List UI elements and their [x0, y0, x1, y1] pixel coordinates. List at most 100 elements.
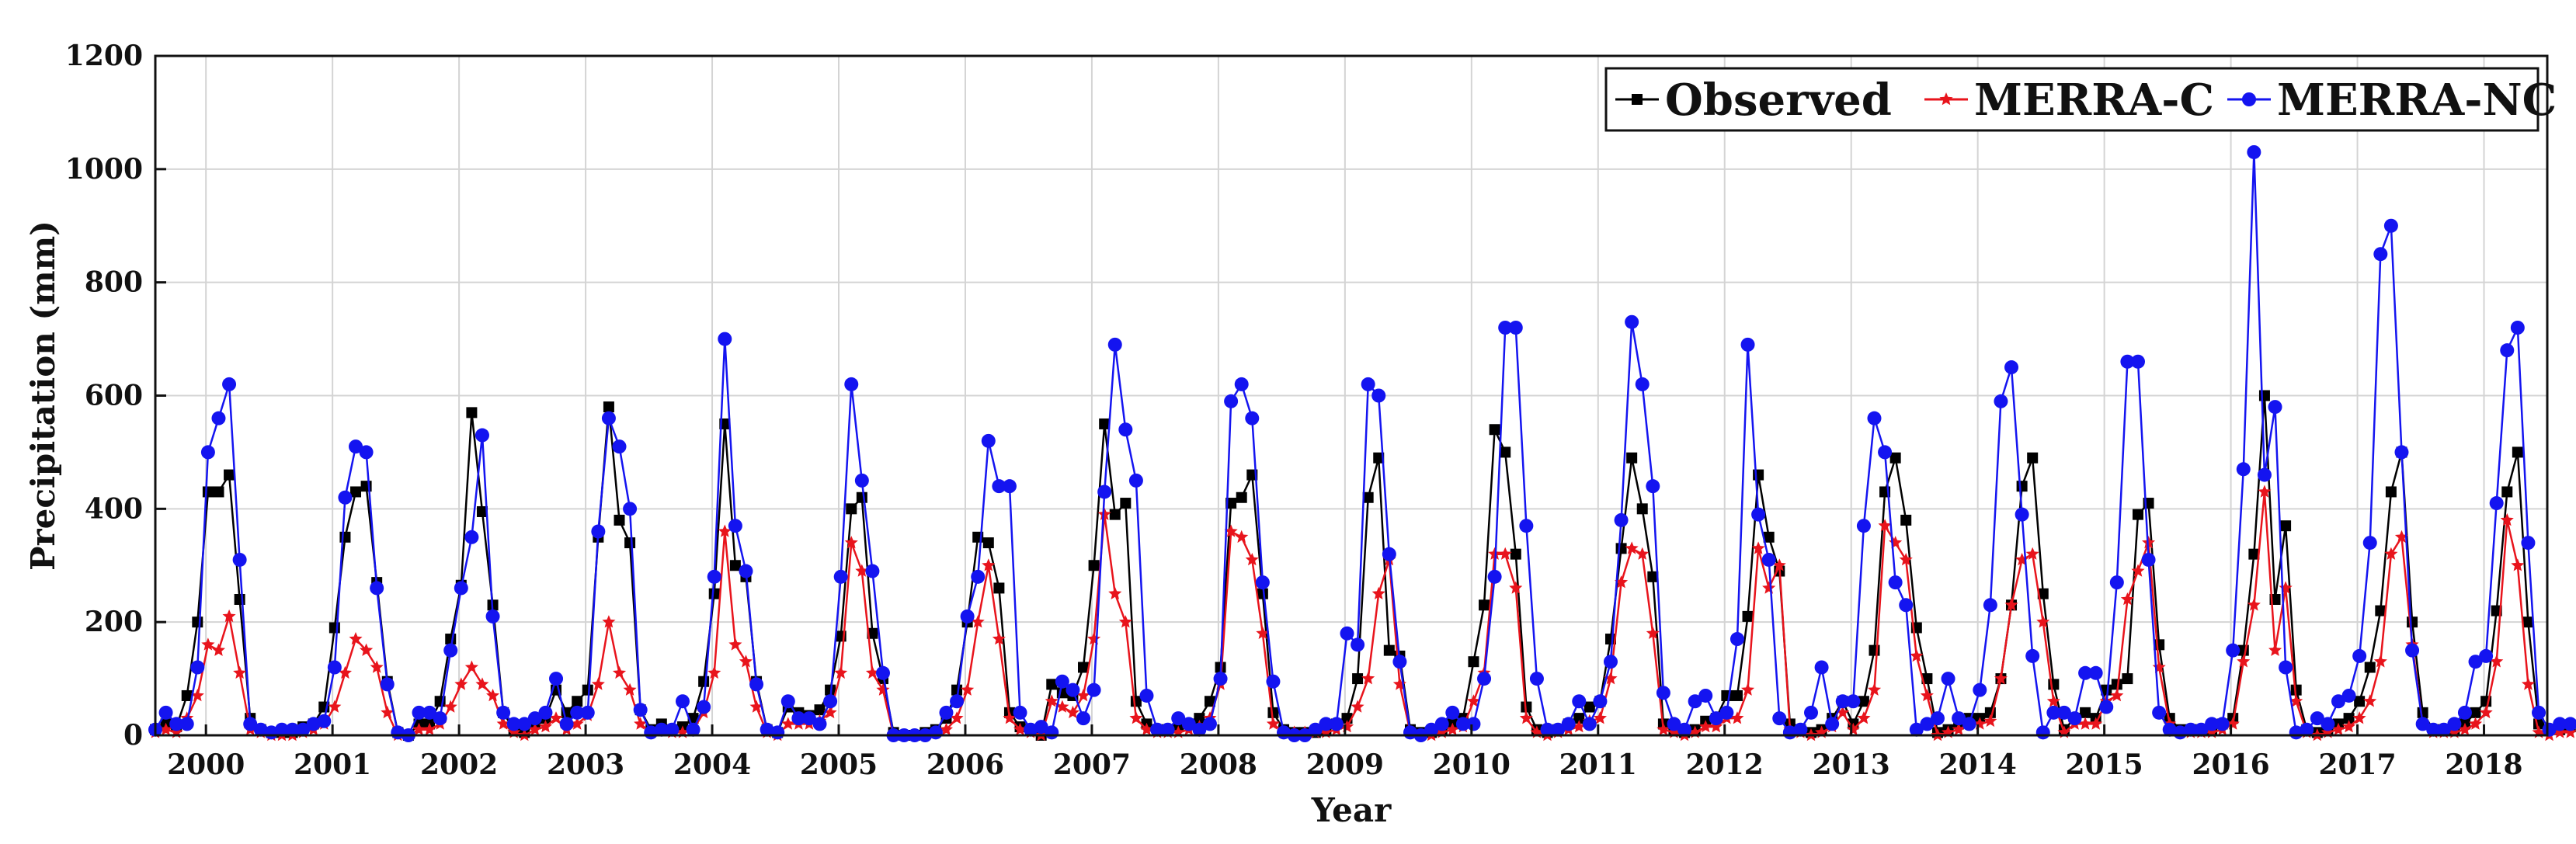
data-point [1994, 394, 2008, 408]
data-point [2341, 688, 2356, 703]
data-point [211, 643, 225, 656]
data-point [1656, 686, 1670, 700]
data-point [2215, 717, 2230, 731]
data-point [211, 411, 226, 425]
data-point [2384, 547, 2398, 560]
data-point [338, 490, 353, 505]
data-point [875, 665, 890, 680]
data-point [349, 439, 363, 454]
data-point [476, 505, 488, 517]
data-point [2132, 509, 2143, 520]
data-point [1424, 722, 1439, 737]
data-point [1604, 672, 1618, 685]
data-point [854, 473, 869, 488]
data-point [201, 637, 215, 651]
legend-marker [2242, 92, 2256, 106]
data-point [1751, 541, 1765, 554]
data-point [1382, 547, 1396, 561]
data-point [1561, 717, 1576, 731]
data-point [1572, 694, 1587, 709]
data-point [1340, 626, 1354, 641]
data-point [2056, 705, 2071, 720]
data-point [591, 524, 606, 539]
data-point [2015, 507, 2029, 522]
data-point [2458, 722, 2472, 735]
data-point [2067, 711, 2082, 726]
data-point [1994, 672, 2008, 685]
data-point [454, 581, 468, 596]
data-point [496, 717, 510, 730]
data-point [697, 700, 711, 714]
data-point [2310, 711, 2324, 726]
data-point [422, 705, 437, 720]
data-point [612, 439, 627, 454]
data-point [675, 694, 690, 709]
data-point [1540, 722, 1555, 737]
x-tick-label: 2014 [1939, 748, 2017, 781]
data-point [2553, 725, 2567, 738]
data-point [1055, 700, 1069, 713]
data-point [433, 711, 447, 726]
data-point [1603, 655, 1618, 669]
data-point [285, 722, 300, 737]
data-point [1509, 581, 1523, 594]
data-point [1983, 714, 1997, 728]
data-point [2162, 722, 2177, 737]
data-point [2248, 548, 2260, 560]
data-point [928, 725, 943, 740]
data-point [1245, 553, 1259, 566]
legend-label: Observed [1665, 75, 1892, 126]
x-tick-label: 2013 [1813, 748, 1890, 781]
data-point [360, 643, 374, 656]
data-point [1445, 705, 1460, 720]
data-point [350, 486, 362, 498]
data-point [1804, 705, 1819, 720]
data-point [179, 717, 194, 731]
data-point [2479, 705, 2493, 719]
data-point [1046, 679, 1058, 690]
data-point [181, 689, 193, 701]
data-point [982, 537, 994, 549]
data-point [1024, 722, 1038, 737]
data-point [707, 569, 721, 584]
data-point [2122, 673, 2133, 685]
data-point [2110, 689, 2124, 702]
x-tick-label: 2016 [2192, 748, 2269, 781]
data-point [538, 705, 553, 720]
data-point [2131, 564, 2145, 577]
legend-marker [1632, 94, 1643, 105]
data-point [1455, 717, 1470, 731]
data-point [1930, 711, 1945, 726]
data-point [329, 622, 340, 634]
data-point [381, 705, 395, 719]
x-tick-label: 2006 [926, 748, 1004, 781]
data-point [274, 722, 289, 737]
data-point [1088, 560, 1100, 571]
data-point [1139, 688, 1154, 703]
data-point [2004, 360, 2019, 375]
data-point [1498, 321, 1513, 335]
data-point [1118, 615, 1132, 628]
y-axis-title: Precipitation (mm) [24, 221, 62, 571]
data-point [707, 665, 721, 679]
data-point [1236, 491, 1247, 503]
data-point [1120, 498, 1132, 509]
data-point [1677, 722, 1692, 737]
data-point [1087, 632, 1101, 645]
x-tick-label: 2012 [1686, 748, 1764, 781]
data-point [2331, 694, 2345, 709]
data-point [1266, 717, 1280, 730]
data-point [1730, 632, 1744, 647]
data-point [1889, 452, 1901, 464]
data-point [1002, 479, 1017, 494]
data-point [224, 469, 235, 481]
data-point [1582, 717, 1597, 731]
data-point [939, 705, 954, 720]
data-point [2385, 486, 2397, 498]
data-point [243, 717, 258, 731]
data-point [2354, 696, 2366, 707]
data-point [1171, 711, 1186, 726]
data-point [1055, 674, 1069, 689]
